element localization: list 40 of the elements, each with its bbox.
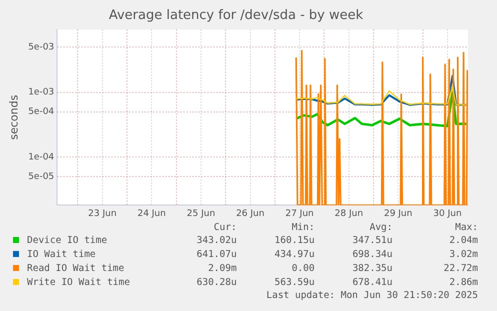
x-tick-label: 25 Jun — [186, 208, 216, 219]
text: 2.86m — [448, 276, 478, 290]
y-tick-label: 5e-04 — [28, 107, 54, 118]
text: 641.07u — [196, 248, 237, 262]
y-tick-label: 1e-04 — [28, 152, 54, 162]
text: 382.35u — [351, 262, 392, 276]
legend-label: IO Wait time — [26, 248, 97, 262]
text: 630.28u — [196, 276, 237, 290]
y-tick-label: 5e-05 — [28, 172, 54, 182]
x-tick-label: 23 Jun — [88, 208, 117, 219]
x-tick-label: 30 Jun — [433, 208, 462, 219]
y-tick-label: 1e-03 — [28, 88, 54, 98]
legend-label: Write IO Wait time — [26, 276, 131, 290]
legend-label: Read IO Wait time — [26, 262, 126, 276]
chart-title: Average latency for /dev/sda - by week — [108, 8, 364, 24]
text: 160.15u — [274, 234, 315, 248]
y-tick-label: 5e-03 — [28, 42, 54, 52]
x-tick-label: 26 Jun — [236, 208, 264, 219]
y-axis-title: seconds — [7, 94, 20, 140]
text: 22.72m — [442, 262, 478, 276]
x-tick-label: 24 Jun — [137, 208, 166, 219]
text: Last update: Mon Jun 30 21:50:20 2025 — [265, 290, 478, 302]
text: 678.41u — [351, 276, 392, 290]
text: Cur: — [212, 222, 237, 234]
text: 563.59u — [274, 276, 315, 290]
x-tick-label: 27 Jun — [285, 208, 314, 219]
text: Max: — [454, 222, 478, 234]
text: 347.51u — [351, 234, 392, 248]
text: 0.00 — [290, 262, 315, 276]
text: Avg: — [368, 222, 392, 234]
legend-label: Device IO time — [26, 234, 108, 248]
text: 3.02m — [448, 248, 478, 262]
text: 343.02u — [196, 234, 237, 248]
text: 434.97u — [274, 248, 315, 262]
text: 2.09m — [207, 262, 237, 276]
text: 698.34u — [351, 248, 392, 262]
text: Min: — [290, 222, 315, 234]
text: 2.04m — [448, 234, 478, 248]
x-tick-label: 29 Jun — [384, 208, 412, 219]
x-tick-label: 28 Jun — [334, 208, 364, 219]
